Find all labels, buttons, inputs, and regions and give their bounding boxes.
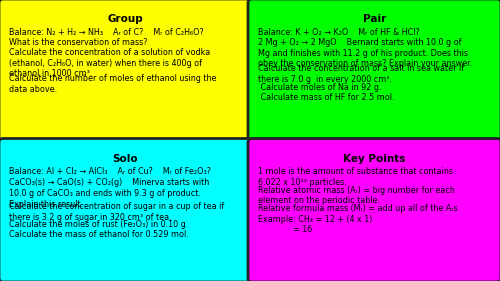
Text: 2 Mg + O₂ → 2 MgO    Bernard starts with 10.0 g of
Mg and finishes with 11.2 g o: 2 Mg + O₂ → 2 MgO Bernard starts with 10… [258,38,472,69]
Text: 1 mole is the amount of substance that contains
6.022 x 10²³ particles.: 1 mole is the amount of substance that c… [258,167,453,187]
Text: Balance: K + O₂ → K₂O    Mᵣ of HF & HCl?: Balance: K + O₂ → K₂O Mᵣ of HF & HCl? [258,28,420,37]
Text: Group: Group [108,14,144,24]
FancyBboxPatch shape [248,139,500,281]
Text: Balance: N₂ + H₂ → NH₃    Aᵣ of C?    Mᵣ of C₂H₆O?: Balance: N₂ + H₂ → NH₃ Aᵣ of C? Mᵣ of C₂… [9,28,204,37]
Text: Relative formula mass (Mᵣ) = add up all of the Aᵣs
Example: CH₄ = 12 + (4 x 1)
 : Relative formula mass (Mᵣ) = add up all … [258,204,458,234]
FancyBboxPatch shape [0,139,252,281]
Text: Key Points: Key Points [344,153,406,164]
Text: Calculate the concentration of sugar in a cup of tea if
there is 3.2 g of sugar : Calculate the concentration of sugar in … [9,202,224,222]
Text: Solo: Solo [112,153,138,164]
Text: Calculate moles of Na in 92 g.: Calculate moles of Na in 92 g. [258,83,382,92]
Text: Pair: Pair [363,14,386,24]
Text: Calculate the moles of rust (Fe₂O₃) in 0.10 g.: Calculate the moles of rust (Fe₂O₃) in 0… [9,220,188,229]
Text: Relative atomic mass (Aᵣ) = big number for each
element on the periodic table.: Relative atomic mass (Aᵣ) = big number f… [258,186,455,205]
Text: Calculate the concentration of a solution of vodka
(ethanol, C₂H₆O, in water) wh: Calculate the concentration of a solutio… [9,48,210,78]
Text: What is the conservation of mass?: What is the conservation of mass? [9,38,147,47]
Text: Calculate the mass of ethanol for 0.529 mol.: Calculate the mass of ethanol for 0.529 … [9,230,189,239]
FancyBboxPatch shape [0,0,252,142]
Text: Balance: Al + Cl₂ → AlCl₃    Aᵣ of Cu?    Mᵣ of Fe₂O₃?
CaCO₃(s) → CaO(s) + CO₂(g: Balance: Al + Cl₂ → AlCl₃ Aᵣ of Cu? Mᵣ o… [9,167,211,209]
Text: Calculate the concentration of a salt in sea water if
there is 7.0 g  in every 2: Calculate the concentration of a salt in… [258,64,464,84]
Text: Calculate mass of HF for 2.5 mol.: Calculate mass of HF for 2.5 mol. [258,93,394,102]
FancyBboxPatch shape [248,0,500,142]
Text: Calculate the number of moles of ethanol using the
data above.: Calculate the number of moles of ethanol… [9,74,216,94]
